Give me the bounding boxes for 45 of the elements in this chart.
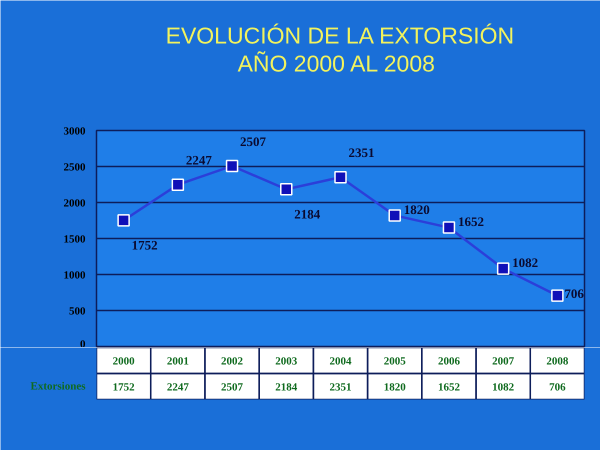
annotation: 1652 (458, 214, 484, 230)
text: Extorsiones (30, 380, 86, 392)
point (388, 209, 401, 222)
annotation: 1082 (512, 255, 538, 270)
x-tick-label: 2007 (492, 356, 515, 368)
y-tick-label: 2000 (64, 198, 86, 210)
data-label: 2184 (275, 382, 298, 394)
y-tick-label: 2500 (64, 162, 86, 174)
point (172, 178, 184, 191)
data-label: 1820 (384, 382, 406, 394)
annotation: 1752 (132, 237, 158, 252)
y-tick-label: 500 (69, 306, 86, 318)
y-tick-label: 1000 (64, 270, 86, 282)
chart-title: EVOLUCIÓN DE LA EXTORSIÓN (166, 22, 514, 48)
annotation: 2184 (294, 206, 321, 222)
annotation: 1820 (404, 202, 430, 217)
data-label: 1082 (492, 382, 515, 394)
point (117, 214, 130, 227)
annotation: 2247 (186, 152, 212, 168)
x-tick-label: 2003 (275, 356, 298, 368)
x-tick-label: 2000 (112, 356, 136, 368)
point (496, 262, 510, 275)
point (551, 289, 564, 302)
annotation: 706 (564, 286, 584, 302)
x-tick-label: 2005 (384, 356, 406, 368)
data-label: 1652 (438, 382, 460, 394)
data-label: 706 (549, 382, 566, 394)
x-tick-label: 2004 (330, 356, 352, 368)
point (226, 160, 238, 172)
annotation: 2351 (348, 145, 374, 160)
y-tick-label: 1500 (64, 234, 86, 246)
point (442, 221, 456, 234)
x-tick-label: 2008 (546, 356, 569, 368)
x-tick-label: 2002 (221, 356, 244, 368)
data-label: 2351 (330, 382, 352, 394)
point (280, 183, 293, 196)
data-label: 2507 (221, 382, 244, 394)
x-tick-label: 2001 (166, 356, 189, 368)
chart-subtitle: AÑO 2000 AL 2008 (238, 50, 435, 76)
point (334, 170, 347, 184)
x-tick-label: 2006 (438, 356, 460, 368)
data-label: 2247 (166, 382, 190, 394)
y-tick-label: 3000 (64, 126, 86, 138)
annotation: 2507 (240, 134, 267, 149)
data-label: 1752 (112, 382, 136, 394)
